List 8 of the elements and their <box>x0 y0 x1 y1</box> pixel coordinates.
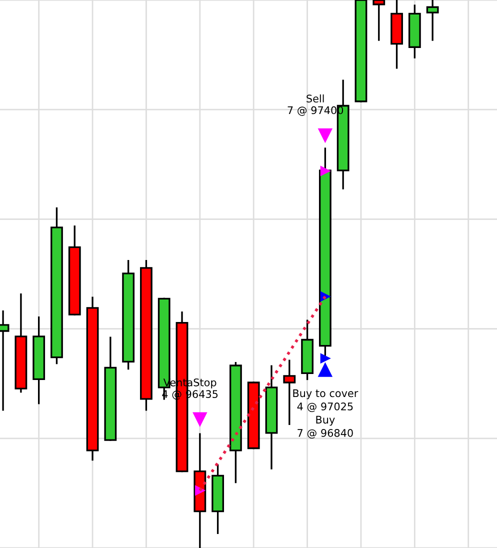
text: Buy to cover 4 @ 97025 Buy 7 @ 96840 <box>293 389 358 439</box>
point <box>318 128 332 142</box>
point <box>192 412 207 426</box>
candlestick <box>426 0 439 41</box>
candlestick <box>372 0 386 41</box>
point <box>318 362 332 377</box>
point <box>320 166 330 176</box>
point <box>320 354 330 364</box>
